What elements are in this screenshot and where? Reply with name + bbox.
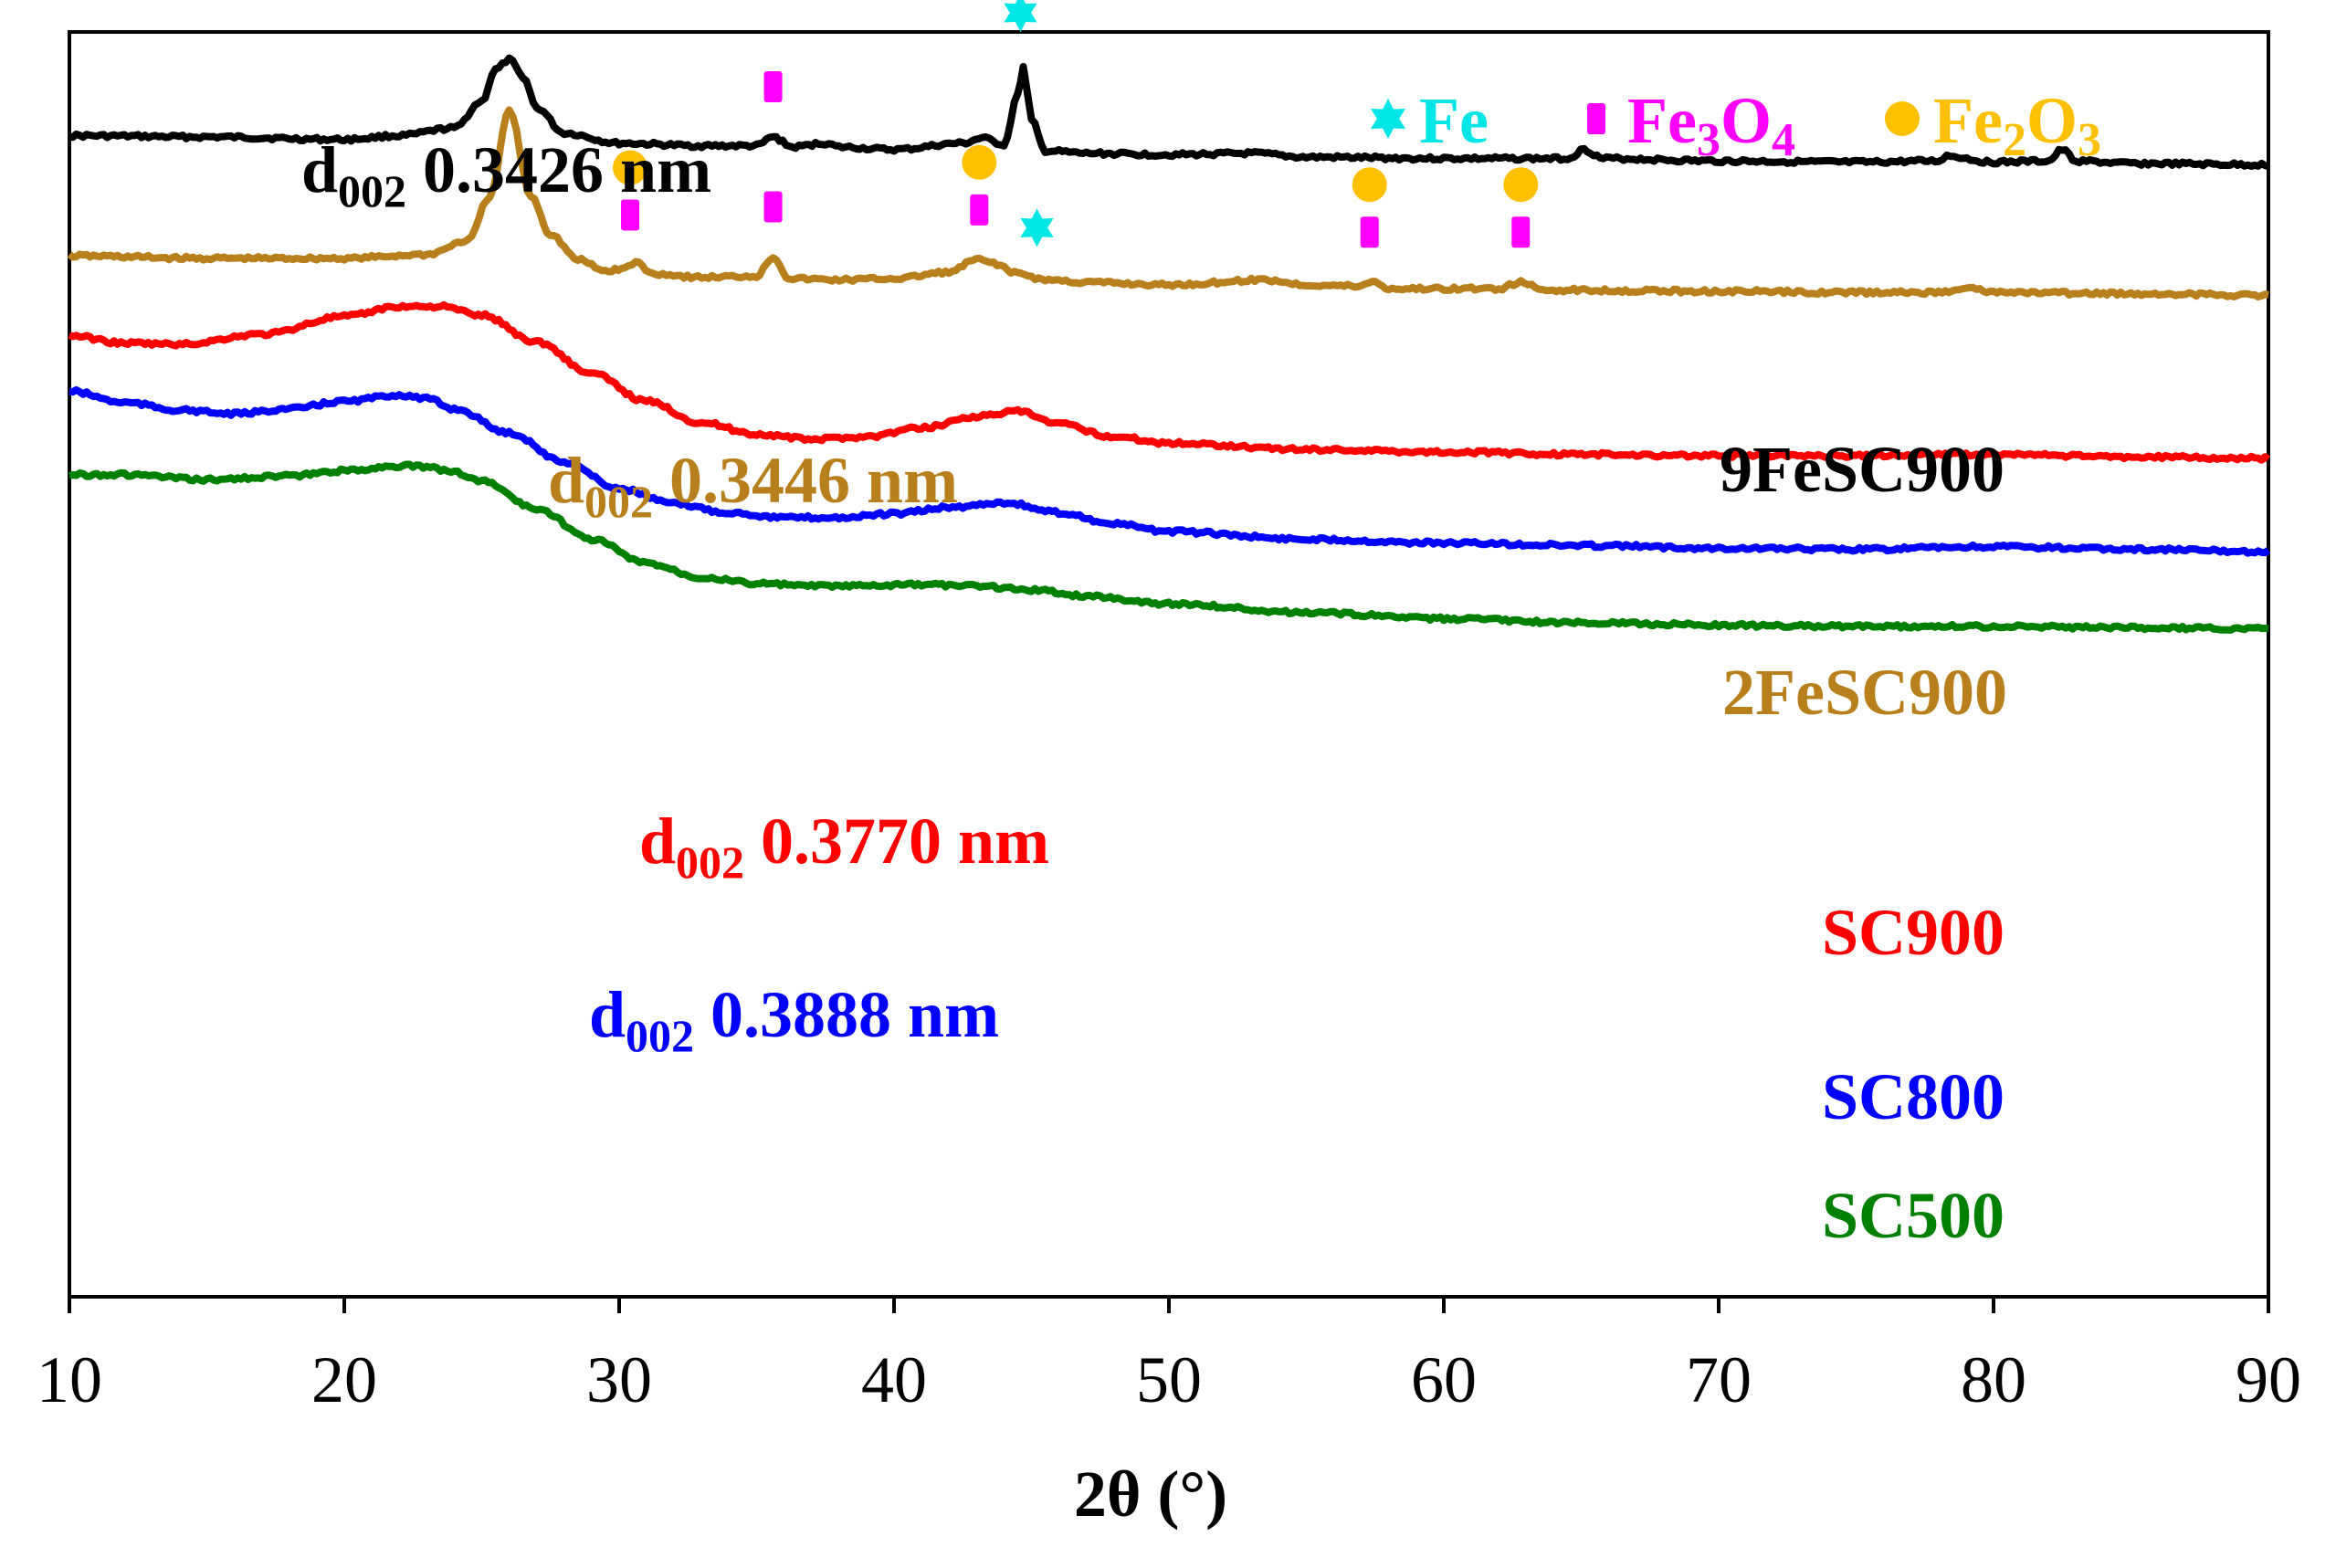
x-tick-label-30: 30 (586, 1343, 652, 1416)
x-tick-label-80: 80 (1961, 1343, 2026, 1416)
phase-markers (613, 0, 1539, 248)
legend-label-0: Fe (1419, 84, 1489, 157)
d002-label-9fesc900: d002 0.3426 nm (301, 133, 711, 216)
x-tick-label-90: 90 (2236, 1343, 2301, 1416)
legend-circle-icon (1885, 101, 1920, 136)
marker-fe3o4-2fesc900-62.8 (1511, 216, 1531, 248)
d002-label-sc800: d002 0.3888 nm (589, 978, 999, 1061)
series-line-9fesc900 (68, 54, 2270, 171)
series-labels: 9FeSC900 2FeSC900 SC900 SC800 SC500 (1720, 433, 2007, 1252)
d002-label-2fesc900: d002 0.3446 nm (548, 444, 958, 527)
marker-fe3o4-9fesc900-35.6 (763, 70, 783, 102)
d002-labels: d002 0.3426 nm d002 0.3446 nm d002 0.3770 … (301, 133, 1049, 1061)
legend: Fe Fe3O4 Fe2O3 (1370, 84, 2101, 166)
marker-fe3o4-2fesc900-57.3 (1360, 216, 1379, 248)
series-label-sc500: SC500 (1822, 1179, 2005, 1252)
legend-label-2: Fe2O3 (1933, 84, 2101, 166)
series-label-9fesc900: 9FeSC900 (1720, 433, 2005, 506)
x-tick-label-10: 10 (37, 1343, 102, 1416)
x-tick-label-40: 40 (861, 1343, 927, 1416)
x-axis-title: 2θ (°) (1074, 1458, 1227, 1531)
legend-label-1: Fe3O4 (1627, 84, 1795, 166)
x-tick-label-20: 20 (311, 1343, 377, 1416)
x-tick-label-50: 50 (1136, 1343, 1202, 1416)
series-line-2fesc900 (67, 106, 2269, 300)
series-line-sc800 (68, 386, 2271, 557)
marker-fe2o3-2fesc900-30.4 (613, 150, 648, 185)
marker-fe3o4-2fesc900-35.6 (763, 191, 783, 223)
series-traces (67, 54, 2271, 634)
series-line-sc500 (68, 460, 2269, 634)
series-label-sc800: SC800 (1822, 1060, 2005, 1133)
marker-fe3o4-2fesc900-43.1 (970, 194, 989, 226)
x-axis-ticks: 10 20 30 40 50 60 70 80 90 (37, 1297, 2301, 1416)
marker-fe3o4-2fesc900-30.4 (621, 199, 640, 231)
marker-fe-2fesc900-45.2 (1020, 208, 1054, 247)
legend-bar-icon (1587, 103, 1605, 134)
legend-star-icon (1370, 99, 1406, 139)
series-label-2fesc900: 2FeSC900 (1722, 656, 2007, 729)
x-tick-label-60: 60 (1411, 1343, 1477, 1416)
series-label-sc900: SC900 (1822, 896, 2005, 969)
marker-fe2o3-2fesc900-43.1 (962, 144, 997, 180)
marker-fe-9fesc900-44.6 (1004, 0, 1037, 32)
d002-label-sc900: d002 0.3770 nm (639, 805, 1049, 888)
marker-fe2o3-2fesc900-62.8 (1503, 167, 1539, 203)
series-line-sc900 (68, 300, 2271, 464)
x-tick-label-70: 70 (1686, 1343, 1752, 1416)
marker-fe2o3-2fesc900-57.3 (1352, 167, 1387, 203)
